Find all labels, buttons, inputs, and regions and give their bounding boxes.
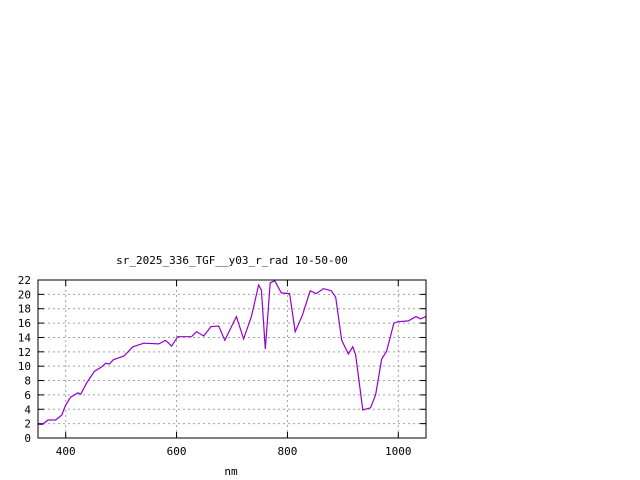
- y-tick-label: 10: [18, 360, 31, 373]
- y-tick-label: 2: [24, 418, 31, 431]
- y-tick-label: 16: [18, 317, 31, 330]
- y-tick-label: 22: [18, 274, 31, 287]
- y-tick-label: 14: [18, 331, 32, 344]
- x-tick-label: 800: [277, 445, 297, 458]
- y-tick-label: 6: [24, 389, 31, 402]
- grid: [38, 280, 426, 438]
- chart-title: sr_2025_336_TGF__y03_r_rad 10-50-00: [116, 254, 348, 267]
- y-tick-label: 4: [24, 403, 31, 416]
- y-tick-label: 0: [24, 432, 31, 445]
- x-tick-label: 600: [167, 445, 187, 458]
- y-tick-label: 18: [18, 303, 31, 316]
- y-tick-label: 8: [24, 375, 31, 388]
- y-tick-label: 20: [18, 288, 31, 301]
- plot-border: [37, 279, 427, 439]
- x-tick-label: 400: [56, 445, 76, 458]
- x-axis-label: nm: [224, 465, 238, 478]
- series: [38, 279, 427, 425]
- spectrum-line: [38, 279, 427, 425]
- x-tick-label: 1000: [385, 445, 412, 458]
- y-tick-label: 12: [18, 346, 31, 359]
